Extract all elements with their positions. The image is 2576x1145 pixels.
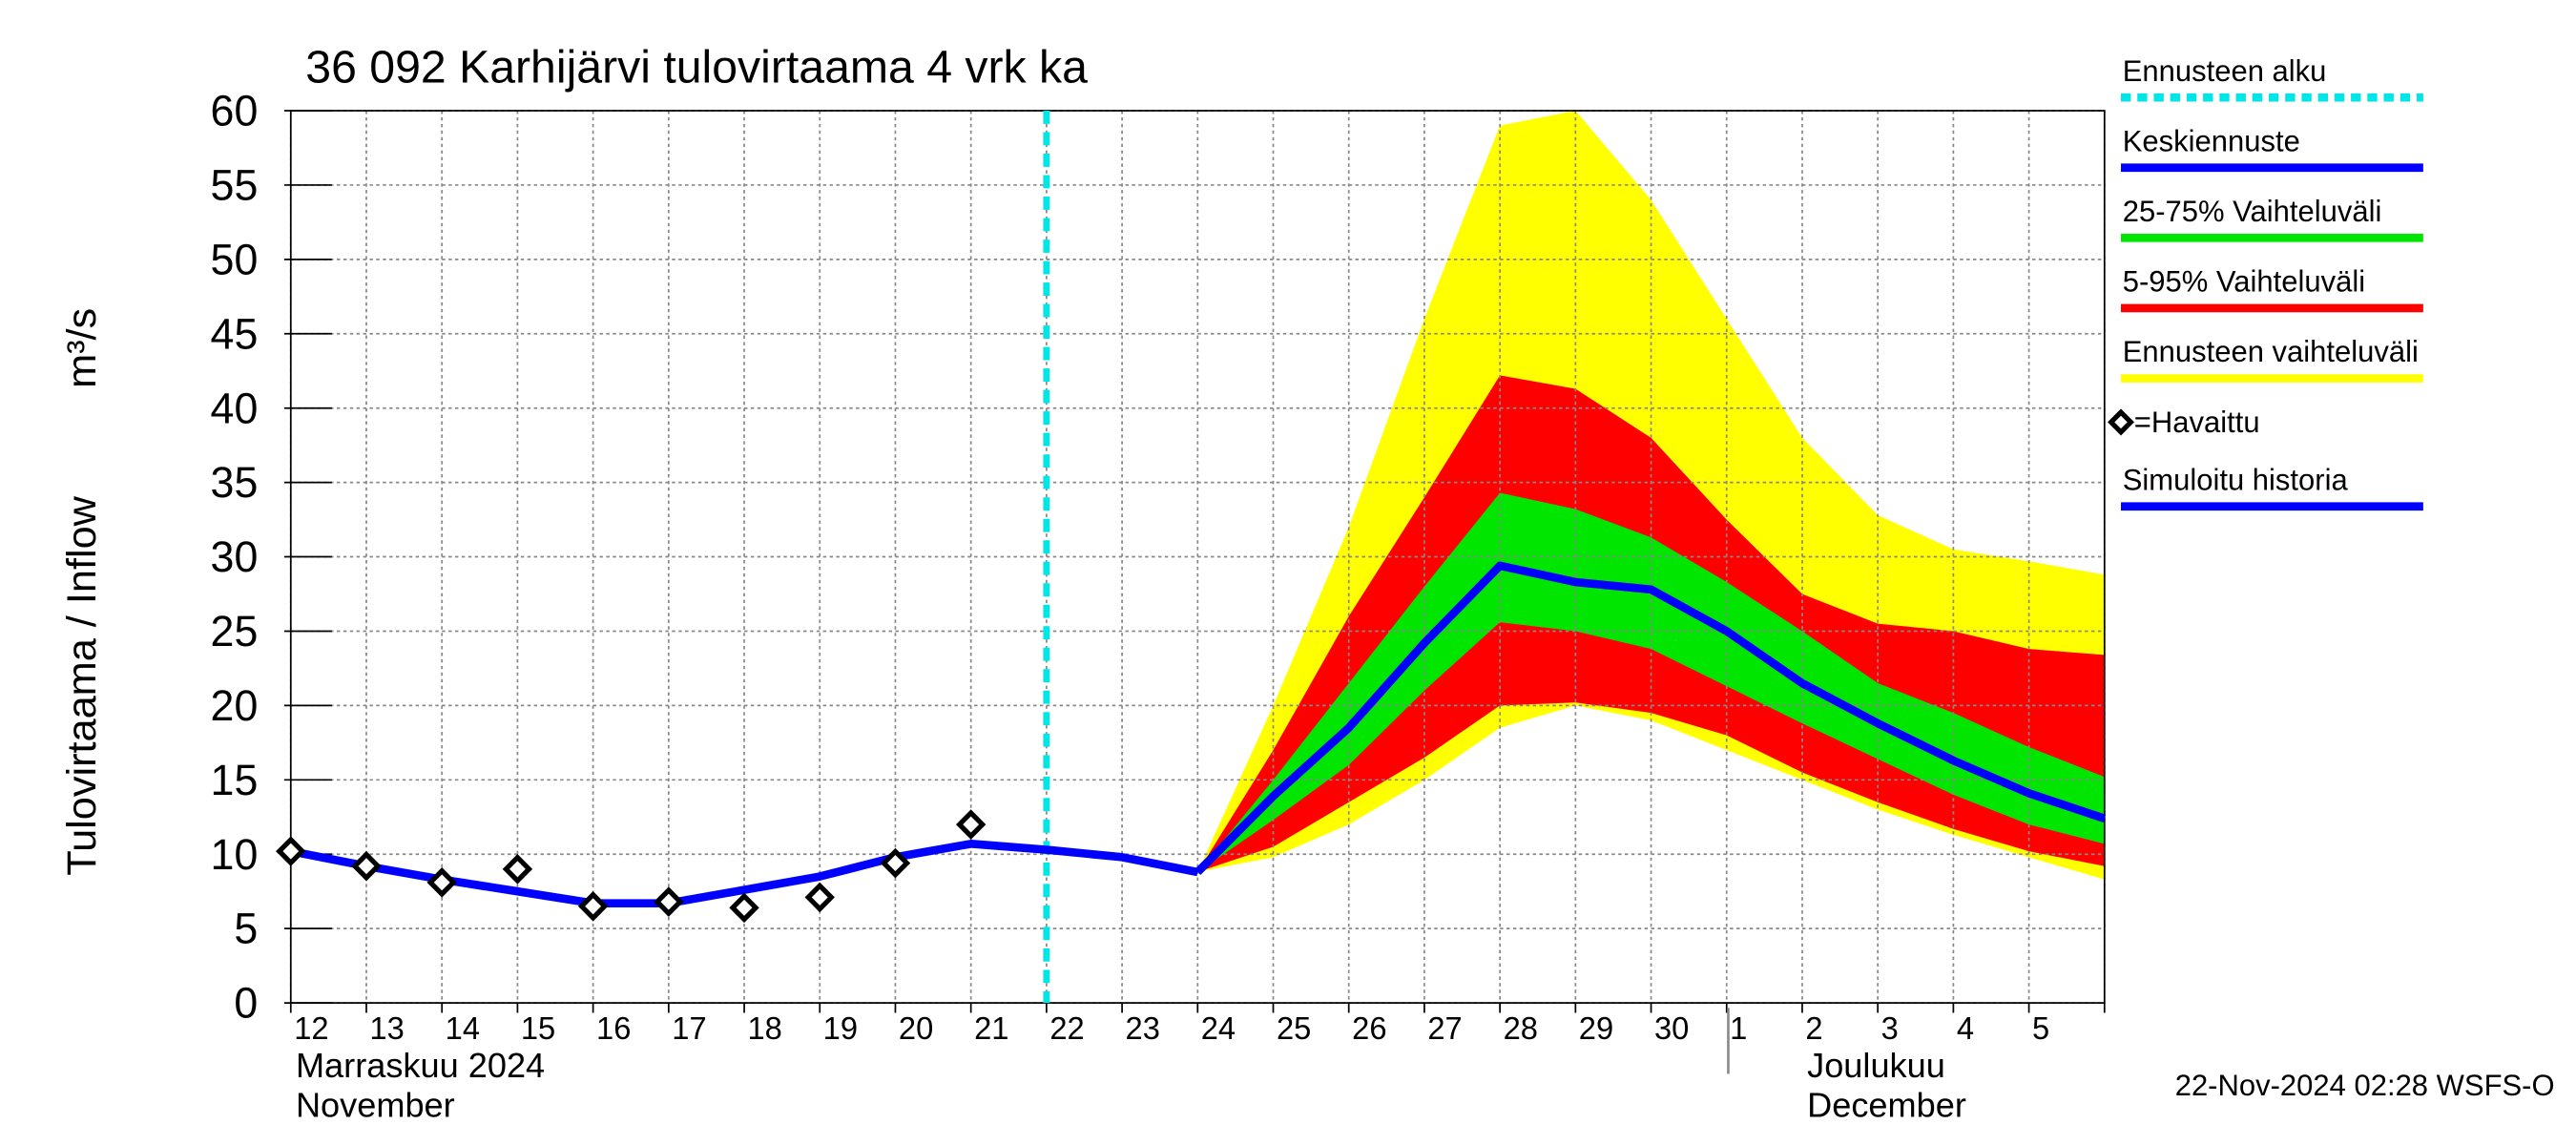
x-tick-label: 22 bbox=[1049, 1010, 1084, 1046]
legend-label: Keskiennuste bbox=[2123, 124, 2300, 157]
y-tick-label: 45 bbox=[211, 309, 259, 358]
x-tick-label: 13 bbox=[369, 1010, 404, 1046]
x-tick-label: 5 bbox=[2032, 1010, 2049, 1046]
x-tick-label: 15 bbox=[521, 1010, 555, 1046]
x-tick-label: 30 bbox=[1654, 1010, 1689, 1046]
x-tick-label: 1 bbox=[1730, 1010, 1747, 1046]
x-tick-label: 27 bbox=[1427, 1010, 1462, 1046]
legend-label: Ennusteen vaihteluväli bbox=[2123, 335, 2419, 368]
observed-point bbox=[804, 882, 835, 913]
month-label: December bbox=[1807, 1085, 1966, 1124]
x-tick-label: 4 bbox=[1957, 1010, 1974, 1046]
y-tick-label: 10 bbox=[211, 830, 259, 879]
y-tick-label: 50 bbox=[211, 235, 259, 283]
y-tick-label: 20 bbox=[211, 681, 259, 730]
y-tick-label: 25 bbox=[211, 607, 259, 656]
observed-point bbox=[276, 836, 306, 866]
x-tick-label: 19 bbox=[823, 1010, 858, 1046]
x-tick-label: 2 bbox=[1805, 1010, 1822, 1046]
y-axis-unit: m³/s bbox=[59, 308, 105, 388]
y-axis-label: Tulovirtaama / Inflow bbox=[59, 495, 105, 875]
x-tick-label: 23 bbox=[1126, 1010, 1160, 1046]
observed-point bbox=[654, 886, 684, 917]
x-tick-label: 29 bbox=[1579, 1010, 1613, 1046]
y-tick-label: 60 bbox=[211, 86, 259, 135]
x-tick-label: 3 bbox=[1881, 1010, 1899, 1046]
y-tick-label: 30 bbox=[211, 532, 259, 581]
month-label: Joulukuu bbox=[1807, 1046, 1945, 1085]
month-label: Marraskuu 2024 bbox=[296, 1046, 545, 1085]
observed-point bbox=[955, 809, 987, 840]
x-tick-label: 21 bbox=[974, 1010, 1008, 1046]
y-tick-label: 35 bbox=[211, 458, 259, 507]
chart-title: 36 092 Karhijärvi tulovirtaama 4 vrk ka bbox=[305, 41, 1088, 93]
line bbox=[1195, 561, 2107, 876]
observed-point bbox=[880, 847, 911, 879]
observed-point bbox=[729, 892, 759, 924]
legend-label: =Havaittu bbox=[2134, 406, 2260, 439]
plot-area bbox=[276, 110, 2107, 1013]
month-label: November bbox=[296, 1085, 455, 1124]
x-tick-label: 26 bbox=[1352, 1010, 1386, 1046]
y-tick-label: 40 bbox=[211, 384, 259, 432]
x-tick-label: 12 bbox=[294, 1010, 328, 1046]
x-tick-label: 25 bbox=[1277, 1010, 1311, 1046]
y-tick-label: 15 bbox=[211, 756, 259, 804]
x-tick-label: 14 bbox=[446, 1010, 480, 1046]
y-tick-label: 0 bbox=[234, 979, 258, 1028]
legend-label: Simuloitu historia bbox=[2123, 463, 2349, 496]
x-tick-label: 24 bbox=[1201, 1010, 1236, 1046]
legend-label: 5-95% Vaihteluväli bbox=[2123, 265, 2365, 299]
y-tick-label: 5 bbox=[234, 905, 258, 953]
x-tick-label: 18 bbox=[747, 1010, 781, 1046]
x-tick-label: 28 bbox=[1504, 1010, 1538, 1046]
x-tick-label: 16 bbox=[596, 1010, 631, 1046]
y-tick-label: 55 bbox=[211, 160, 259, 209]
timestamp: 22-Nov-2024 02:28 WSFS-O bbox=[2175, 1069, 2555, 1102]
observed-point bbox=[351, 850, 382, 882]
observed-point bbox=[426, 867, 457, 898]
legend-label: 25-75% Vaihteluväli bbox=[2123, 195, 2382, 228]
observed-point bbox=[577, 890, 609, 922]
legend-label: Ennusteen alku bbox=[2123, 54, 2327, 88]
x-tick-label: 17 bbox=[672, 1010, 706, 1046]
observed-point bbox=[502, 854, 533, 885]
x-tick-label: 20 bbox=[899, 1010, 933, 1046]
legend-swatch bbox=[2108, 408, 2135, 436]
